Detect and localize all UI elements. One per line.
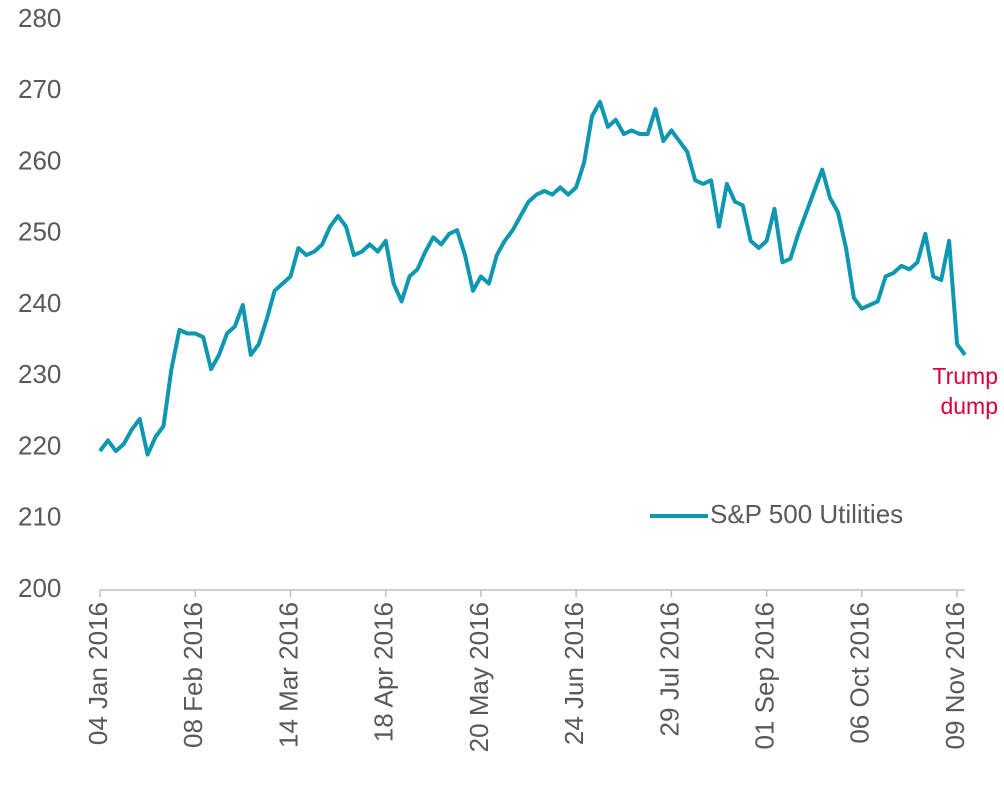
y-tick-label: 230	[18, 359, 61, 389]
y-tick-label: 210	[18, 502, 61, 532]
y-tick-label: 240	[18, 288, 61, 318]
x-tick-label: 09 Nov 2016	[940, 602, 970, 749]
y-tick-label: 200	[18, 573, 61, 603]
x-tick-label: 24 Jun 2016	[559, 602, 589, 745]
x-tick-label: 01 Sep 2016	[749, 602, 779, 749]
x-tick-label: 20 May 2016	[464, 602, 494, 752]
y-tick-label: 280	[18, 3, 61, 33]
x-tick-label: 04 Jan 2016	[83, 602, 113, 745]
y-tick-label: 220	[18, 430, 61, 460]
x-tick-label: 14 Mar 2016	[273, 602, 303, 748]
y-tick-label: 270	[18, 74, 61, 104]
x-tick-label: 06 Oct 2016	[845, 602, 875, 744]
y-tick-label: 260	[18, 145, 61, 175]
x-tick-label: 18 Apr 2016	[369, 602, 399, 742]
y-tick-label: 250	[18, 217, 61, 247]
line-series	[98, 99, 967, 457]
x-tick-label: 08 Feb 2016	[178, 602, 208, 748]
legend-label: S&P 500 Utilities	[710, 499, 903, 529]
annotation: Trump	[932, 363, 998, 389]
annotation: dump	[940, 393, 998, 419]
x-tick-label: 29 Jul 2016	[654, 602, 684, 736]
